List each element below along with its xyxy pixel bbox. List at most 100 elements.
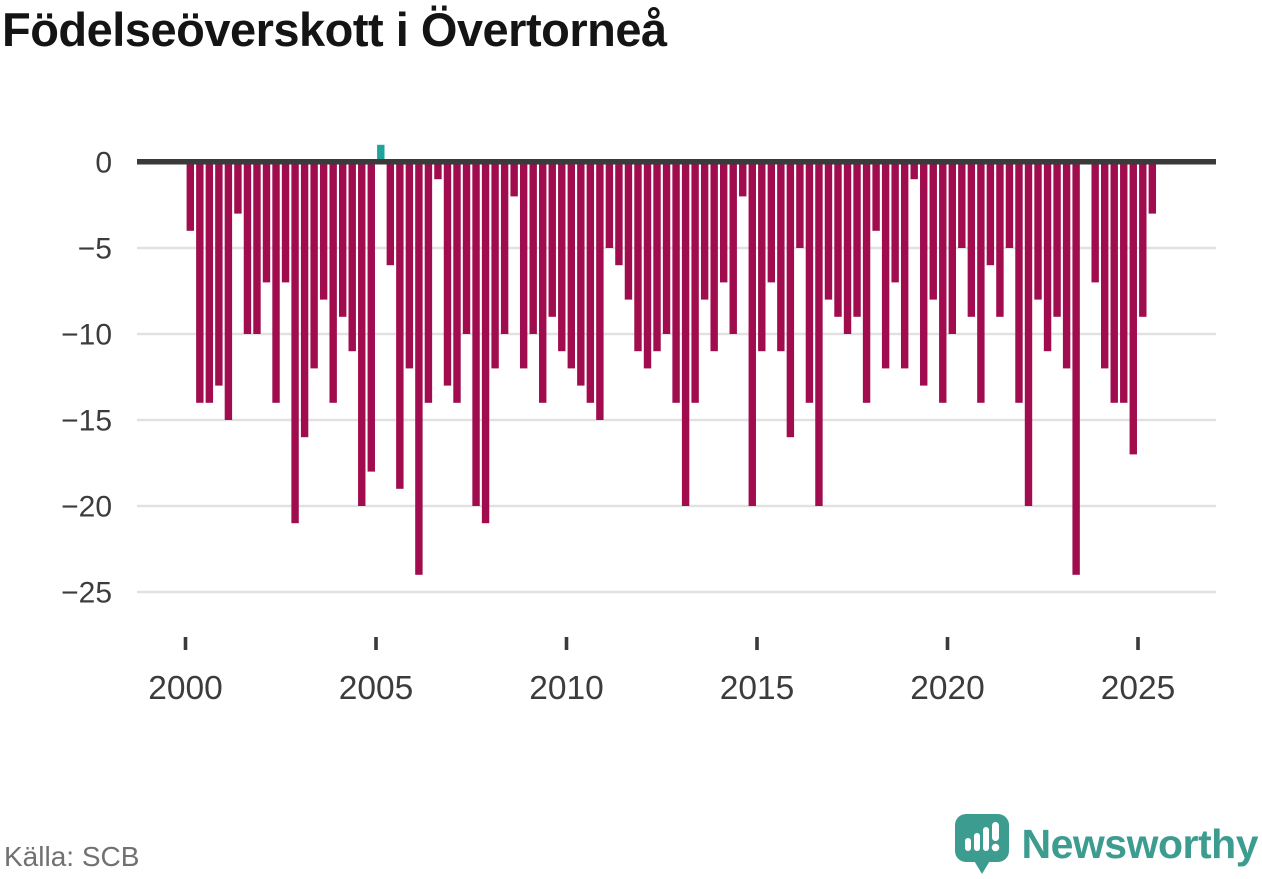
bar-2001 Q3 — [243, 160, 252, 334]
bar-2014 Q1 — [720, 160, 728, 283]
bar-2000 Q3 — [205, 160, 214, 403]
bar-2023 Q4 — [1091, 160, 1099, 283]
bar-2013 Q2 — [691, 160, 699, 403]
x-tick — [755, 637, 759, 650]
y-tick-label: 0 — [95, 147, 112, 180]
bar-2000 Q4 — [215, 160, 223, 386]
bar-2000 Q2 — [196, 160, 204, 403]
bar-2018 Q3 — [891, 160, 899, 283]
bar-2011 Q4 — [634, 160, 642, 352]
bar-2009 Q2 — [539, 160, 547, 403]
bar-2022 Q2 — [1034, 160, 1042, 300]
bar-2007 Q4 — [481, 160, 490, 524]
bar-2015 Q4 — [786, 160, 795, 438]
bar-2009 Q4 — [558, 160, 566, 352]
bar-2005 Q3 — [396, 160, 404, 489]
bar-2004 Q2 — [348, 160, 356, 352]
bar-2010 Q3 — [586, 160, 595, 403]
bar-2022 Q4 — [1053, 160, 1061, 317]
bar-2021 Q4 — [1015, 160, 1023, 403]
x-tick-label: 2025 — [1101, 670, 1176, 707]
bar-2004 Q4 — [367, 160, 375, 472]
bar-2006 Q2 — [424, 160, 433, 403]
bar-2017 Q4 — [862, 160, 871, 403]
bar-2013 Q3 — [700, 160, 709, 300]
bar-2005 Q2 — [386, 160, 395, 266]
bar-2011 Q1 — [605, 160, 614, 248]
bar-2006 Q4 — [443, 160, 452, 386]
bar-2019 Q4 — [939, 160, 947, 403]
source-note: Källa: SCB — [4, 841, 140, 872]
bar-2021 Q3 — [1005, 160, 1014, 248]
bar-2009 Q3 — [548, 160, 556, 317]
bar-2014 Q2 — [729, 160, 737, 334]
bar-2023 Q1 — [1062, 160, 1071, 369]
bar-2013 Q4 — [710, 160, 718, 352]
newsworthy-logo: Newsworthy — [954, 812, 1259, 876]
bar-2008 Q2 — [500, 160, 509, 334]
bar-2010 Q4 — [596, 160, 604, 420]
x-tick-label: 2005 — [339, 670, 414, 707]
bar-2014 Q4 — [748, 160, 756, 506]
bar-2018 Q1 — [872, 160, 880, 231]
bar-2015 Q1 — [758, 160, 766, 352]
bar-2012 Q1 — [643, 160, 652, 369]
x-tick-label: 2000 — [148, 670, 223, 707]
bar-2005 Q4 — [405, 160, 414, 369]
bar-2003 Q1 — [300, 160, 309, 438]
bar-2013 Q1 — [681, 160, 690, 506]
y-tick-label: −5 — [78, 233, 112, 266]
bar-2009 Q1 — [529, 160, 537, 334]
bar-2002 Q2 — [272, 160, 280, 403]
x-tick-label: 2020 — [910, 670, 985, 707]
bar-2012 Q3 — [662, 160, 671, 334]
bar-2010 Q2 — [577, 160, 585, 386]
bar-2024 Q3 — [1120, 160, 1128, 403]
bar-2015 Q2 — [767, 160, 776, 283]
bar-2022 Q3 — [1043, 160, 1052, 352]
bar-2004 Q1 — [339, 160, 347, 317]
x-tick — [945, 637, 950, 650]
bar-2017 Q2 — [843, 160, 852, 334]
bar-2023 Q2 — [1072, 160, 1080, 575]
bar-2020 Q2 — [958, 160, 966, 248]
bar-2001 Q2 — [234, 160, 242, 214]
bar-2022 Q1 — [1024, 160, 1033, 506]
zero-axis-line — [137, 159, 1216, 165]
bar-2025 Q1 — [1139, 160, 1147, 317]
bar-2004 Q3 — [358, 160, 366, 506]
bar-2011 Q3 — [624, 160, 633, 300]
bar-2018 Q2 — [881, 160, 890, 369]
x-tick-label: 2015 — [720, 670, 795, 707]
bar-2001 Q4 — [253, 160, 261, 334]
bar-2012 Q4 — [672, 160, 680, 403]
bar-2016 Q4 — [824, 160, 833, 300]
bar-2008 Q3 — [510, 160, 518, 197]
newsworthy-wordmark: Newsworthy — [1021, 820, 1259, 867]
x-tick — [374, 637, 378, 650]
y-tick-label: −10 — [61, 319, 112, 352]
bar-2012 Q2 — [653, 160, 661, 352]
bar-2021 Q1 — [986, 160, 995, 266]
x-tick — [1136, 637, 1140, 650]
bar-2019 Q2 — [920, 160, 928, 386]
bar-2011 Q2 — [615, 160, 623, 266]
x-tick — [183, 637, 188, 650]
bar-2020 Q4 — [977, 160, 985, 403]
bar-2025 Q2 — [1148, 160, 1157, 214]
bar-2003 Q2 — [310, 160, 318, 369]
bar-2020 Q3 — [967, 160, 976, 317]
bar-2003 Q3 — [319, 160, 328, 300]
bar-2014 Q3 — [739, 160, 747, 197]
bar-2002 Q4 — [291, 160, 299, 524]
bar-2002 Q1 — [262, 160, 271, 283]
bar-2016 Q3 — [815, 160, 823, 506]
x-tick-label: 2010 — [529, 670, 604, 707]
bar-2007 Q3 — [472, 160, 480, 506]
bar-2019 Q1 — [910, 160, 918, 180]
newsworthy-bubble-chart-icon — [954, 814, 1009, 874]
bar-2008 Q1 — [491, 160, 499, 369]
bar-2008 Q4 — [519, 160, 528, 369]
